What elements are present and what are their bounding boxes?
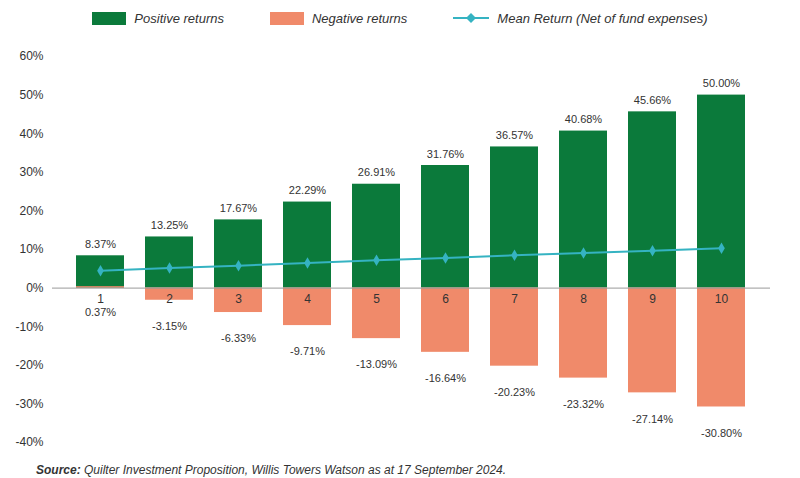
- svg-text:0.37%: 0.37%: [85, 306, 116, 318]
- svg-text:31.76%: 31.76%: [427, 148, 465, 160]
- svg-text:20%: 20%: [19, 204, 43, 218]
- svg-text:40%: 40%: [19, 127, 43, 141]
- svg-text:36.57%: 36.57%: [496, 129, 534, 141]
- svg-text:10%: 10%: [19, 242, 43, 256]
- svg-text:6: 6: [442, 292, 449, 306]
- svg-text:-13.09%: -13.09%: [356, 358, 397, 370]
- svg-text:4: 4: [304, 292, 311, 306]
- svg-text:-10%: -10%: [15, 320, 43, 334]
- svg-text:-20.23%: -20.23%: [494, 386, 535, 398]
- svg-text:30%: 30%: [19, 165, 43, 179]
- html-text:Source: Quilter Investment Pro: Source: Quilter Investment Proposition, …: [36, 463, 507, 477]
- svg-text:-6.33%: -6.33%: [221, 332, 256, 344]
- svg-text:7: 7: [511, 292, 518, 306]
- html-text:Mean Return (Net of fund expen: Mean Return (Net of fund expenses): [497, 10, 708, 26]
- svg-text:45.66%: 45.66%: [634, 94, 672, 106]
- svg-text:9: 9: [649, 292, 656, 306]
- svg-text:-20%: -20%: [15, 358, 43, 372]
- svg-text:22.29%: 22.29%: [289, 184, 327, 196]
- svg-text:2: 2: [166, 292, 173, 306]
- svg-text:10: 10: [715, 292, 729, 306]
- svg-text:-27.14%: -27.14%: [632, 413, 673, 425]
- svg-text:-9.71%: -9.71%: [290, 345, 325, 357]
- svg-text:-23.32%: -23.32%: [563, 398, 604, 410]
- svg-text:13.25%: 13.25%: [151, 219, 189, 231]
- svg-text:1: 1: [97, 292, 104, 306]
- svg-text:3: 3: [235, 292, 242, 306]
- svg-text:0%: 0%: [26, 281, 44, 295]
- svg-text:5: 5: [373, 292, 380, 306]
- svg-text:60%: 60%: [19, 49, 43, 63]
- svg-text:-16.64%: -16.64%: [425, 372, 466, 384]
- svg-text:-30.80%: -30.80%: [701, 427, 742, 439]
- svg-text:50%: 50%: [19, 88, 43, 102]
- svg-text:8: 8: [580, 292, 587, 306]
- svg-text:40.68%: 40.68%: [565, 113, 603, 125]
- svg-text:17.67%: 17.67%: [220, 202, 258, 214]
- svg-text:26.91%: 26.91%: [358, 166, 396, 178]
- svg-text:50.00%: 50.00%: [703, 77, 741, 89]
- svg-text:8.37%: 8.37%: [85, 238, 116, 250]
- html-text:Positive returns: Positive returns: [134, 10, 224, 26]
- svg-text:-30%: -30%: [15, 397, 43, 411]
- html-text:Negative returns: Negative returns: [312, 10, 408, 26]
- svg-text:-3.15%: -3.15%: [152, 320, 187, 332]
- svg-text:-40%: -40%: [15, 435, 43, 449]
